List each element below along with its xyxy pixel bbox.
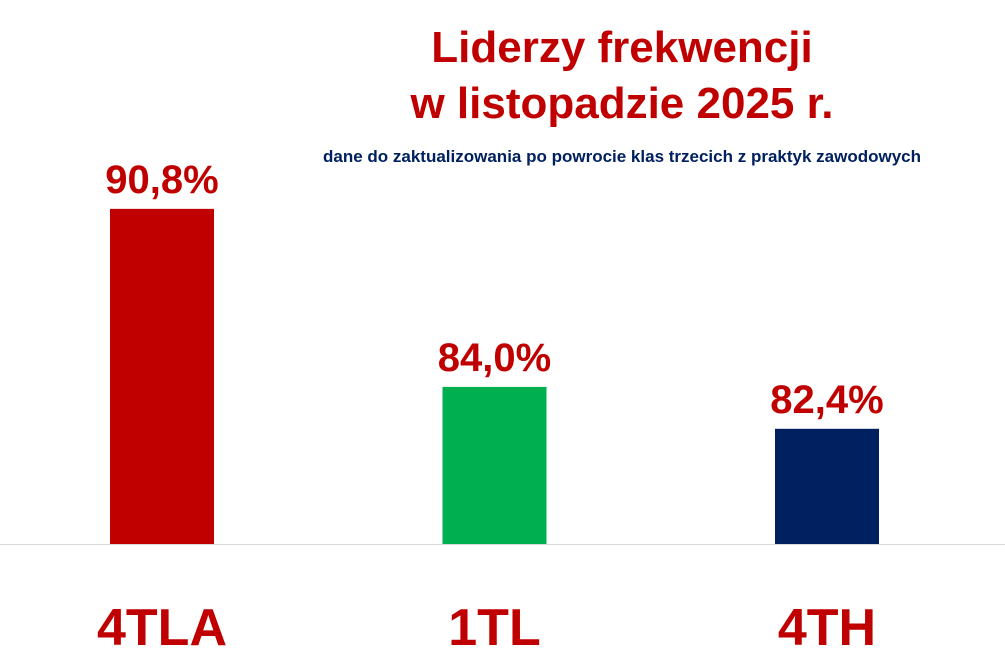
data-label: 90,8% bbox=[105, 158, 218, 202]
chart-title-line-2: w listopadzie 2025 r. bbox=[410, 79, 834, 128]
bar-1TL bbox=[442, 386, 547, 544]
chart-title: Liderzy frekwencji w listopadzie 2025 r. bbox=[322, 20, 922, 132]
data-label: 82,4% bbox=[770, 378, 883, 422]
bar-4TLA bbox=[110, 208, 214, 544]
category-label: 4TLA bbox=[97, 599, 227, 657]
category-label: 4TH bbox=[778, 599, 876, 657]
bar-4TH bbox=[775, 428, 879, 544]
chart-subtitle: dane do zaktualizowania po powrocie klas… bbox=[323, 147, 921, 166]
chart-title-line-1: Liderzy frekwencji bbox=[431, 23, 813, 72]
data-label: 84,0% bbox=[438, 336, 551, 380]
category-label: 1TL bbox=[448, 599, 540, 657]
